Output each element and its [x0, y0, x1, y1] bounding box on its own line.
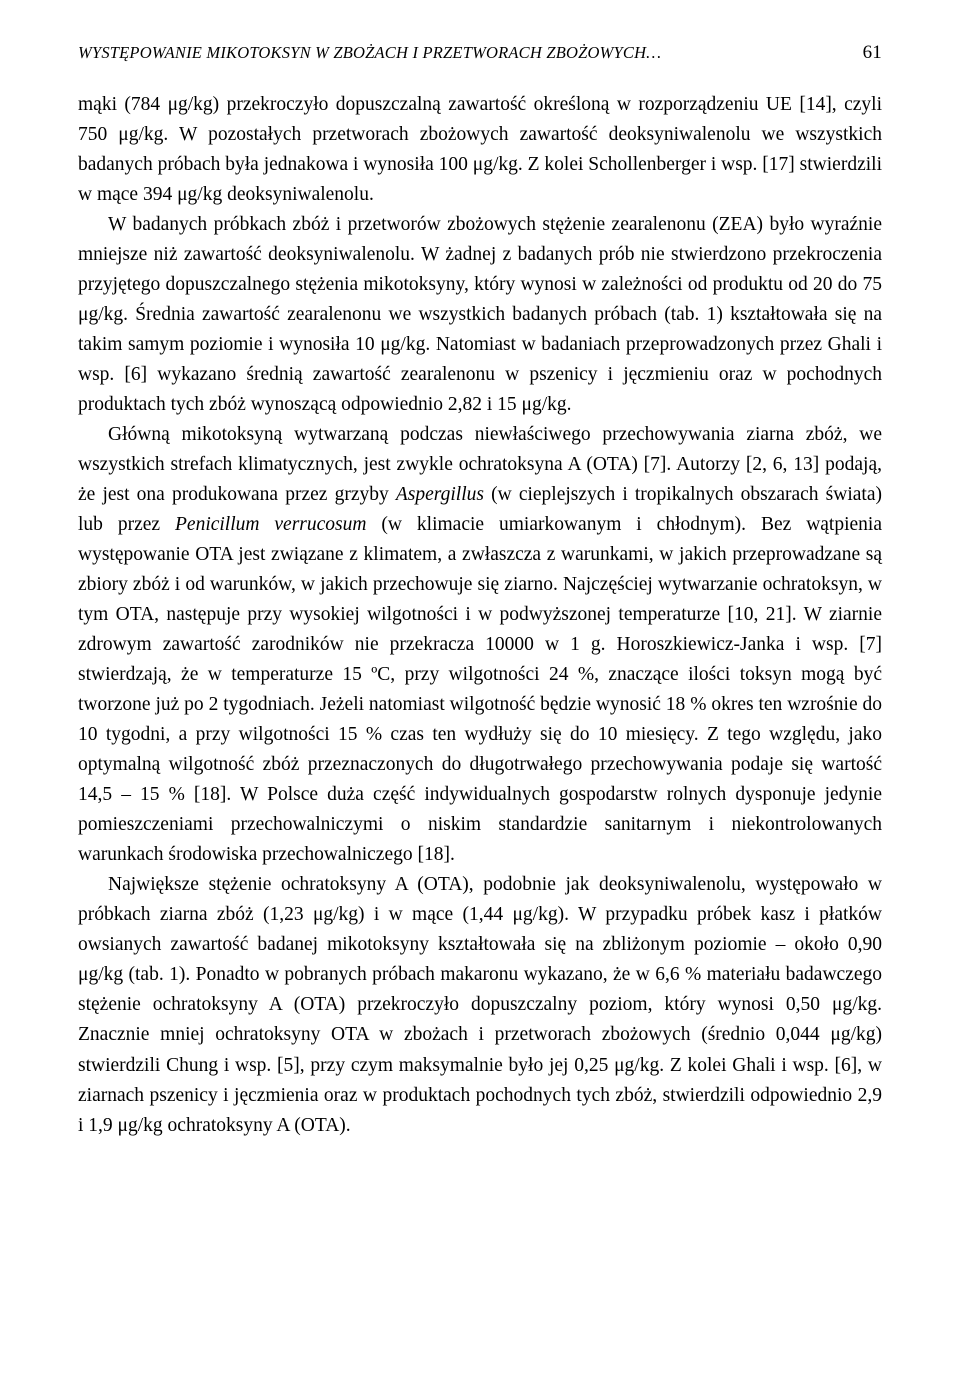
document-page: WYSTĘPOWANIE MIKOTOKSYN W ZBOŻACH I PRZE… [0, 0, 960, 1384]
paragraph-4: Największe stężenie ochratoksyny A (OTA)… [78, 870, 882, 1140]
text-run: mąki (784 μg/kg) przekroczyło dopuszczal… [78, 94, 882, 205]
text-run: Największe stężenie ochratoksyny A (OTA)… [78, 874, 882, 1135]
text-run: (w klimacie umiarkowanym i chłodnym). Be… [78, 514, 882, 865]
text-run: W badanych próbkach zbóż i przetworów zb… [78, 214, 882, 415]
page-number: 61 [863, 42, 882, 64]
paragraph-2: W badanych próbkach zbóż i przetworów zb… [78, 210, 882, 420]
italic-term: Penicillum verrucosum [175, 514, 366, 535]
running-title: WYSTĘPOWANIE MIKOTOKSYN W ZBOŻACH I PRZE… [78, 43, 661, 63]
body-text: mąki (784 μg/kg) przekroczyło dopuszczal… [78, 90, 882, 1141]
paragraph-3: Główną mikotoksyną wytwarzaną podczas ni… [78, 420, 882, 870]
paragraph-1: mąki (784 μg/kg) przekroczyło dopuszczal… [78, 90, 882, 210]
italic-term: Aspergillus [396, 484, 484, 505]
running-header: WYSTĘPOWANIE MIKOTOKSYN W ZBOŻACH I PRZE… [78, 42, 882, 64]
